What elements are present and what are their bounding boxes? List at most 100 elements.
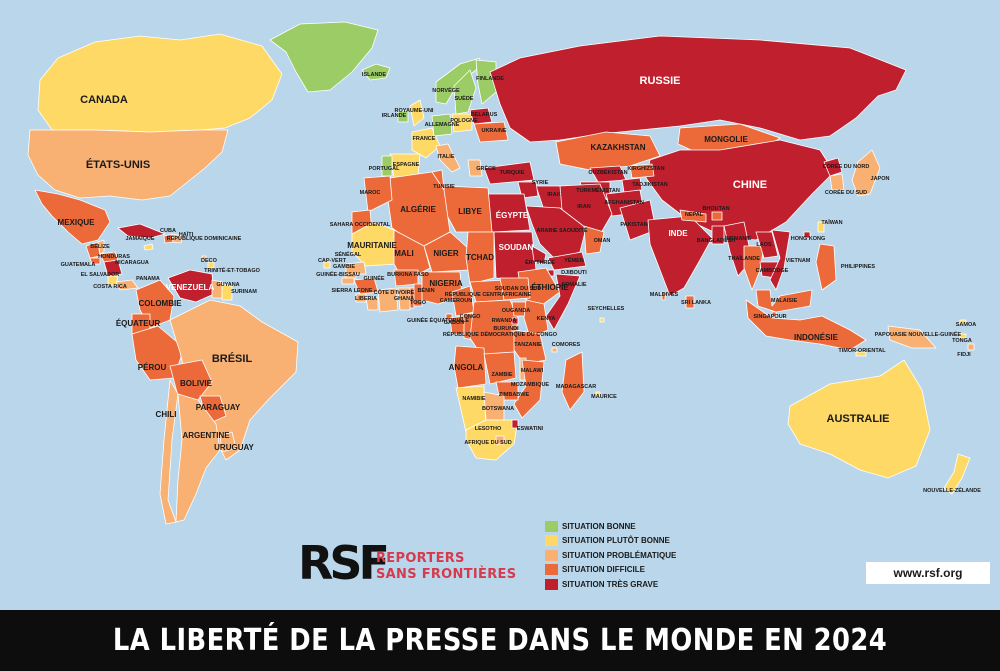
country-label-chine: CHINE: [733, 179, 767, 191]
country-label-burkina-faso: BURKINA FASO: [387, 272, 429, 278]
country-label-cap-vert: CAP-VERT: [318, 258, 347, 264]
country-guinee-bissau: [341, 277, 355, 285]
rsf-logo-mark: RSF: [298, 536, 390, 590]
country-uruguay: [219, 431, 237, 453]
country-label-ouganda: OUGANDA: [502, 308, 530, 314]
country-label-kirghizstan: KIRGHIZSTAN: [627, 166, 664, 172]
country-coree-du-sud: [829, 173, 845, 191]
country-label-royaume-uni: ROYAUME-UNI: [395, 108, 434, 114]
country-togo: [409, 287, 415, 309]
website-link[interactable]: www.rsf.org: [893, 566, 963, 580]
country-label-soudan-du-sud: SOUDAN DU SUD: [495, 286, 541, 292]
country-label-birmanie: BIRMANIE: [724, 236, 752, 242]
country-cap-vert: [323, 261, 331, 269]
country-vietnam: [769, 229, 791, 291]
country-panama: [115, 279, 139, 291]
country-trinite-et-tobago: [207, 261, 215, 269]
country-label-turkmenistan: TURKMÉNISTAN: [576, 186, 620, 194]
country-afrique-du-sud: [465, 419, 519, 461]
country-label-kazakhstan: KAZAKHSTAN: [591, 143, 646, 152]
world-map-area: CANADA ÉTATS-UNIS MEXIQUE CUBA HAÏTI RÉPUBLIQ…: [27, 21, 982, 525]
country-label-maroc: MAROC: [360, 190, 381, 196]
country-portugal: [381, 155, 393, 177]
country-irlande: [397, 109, 409, 123]
country-label-malawi: MALAWI: [521, 368, 544, 374]
country-label-inde: INDE: [668, 229, 688, 238]
country-belarus: [469, 107, 493, 125]
country-tonga: [959, 333, 967, 339]
country-label-hong-kong: HONG KONG: [791, 236, 826, 242]
country-label-italie: ITALIE: [437, 154, 454, 160]
country-label-paraguay: PARAGUAY: [196, 403, 241, 412]
legend-label-problematique: SITUATION PROBLÉMATIQUE: [562, 550, 677, 560]
country-label-malaisie: MALAISIE: [771, 298, 798, 304]
country-angola: [453, 345, 487, 389]
country-label-arabie-saoudite: ARABIE SAOUDITE: [536, 228, 587, 234]
legend: SITUATION BONNE SITUATION PLUTÔT BONNE S…: [545, 519, 676, 592]
country-label-ghana: GHANA: [394, 296, 414, 302]
legend-label-difficile: SITUATION DIFFICILE: [562, 565, 645, 575]
country-oman: [583, 225, 605, 255]
country-label-norvege: NORVÈGE: [432, 86, 460, 94]
country-label-tunisie: TUNISIE: [433, 184, 455, 190]
country-label-gambie: GAMBIE: [333, 264, 355, 270]
country-cuba: [117, 223, 166, 239]
legend-label-tres-grave: SITUATION TRÈS GRAVE: [562, 579, 659, 589]
country-label-sierra-leone: SIERRA LEONE: [331, 288, 372, 294]
country-label-liberia: LIBERIA: [355, 296, 377, 302]
country-eswatini: [511, 419, 519, 429]
country-maldives: [661, 291, 666, 301]
country-label-canada: CANADA: [80, 94, 128, 106]
country-label-nigeria: NIGERIA: [429, 279, 463, 288]
country-label-guinee-equatoriale: GUINÉE ÉQUATORIALE: [407, 316, 469, 324]
country-nepal: [679, 209, 707, 223]
country-mexique: [34, 189, 111, 245]
country-label-timor-oriental: TIMOR-ORIENTAL: [838, 348, 886, 354]
country-zambie: [483, 351, 517, 385]
country-label-republique-centrafricaine: RÉPUBLIQUE CENTRAFRICAINE: [445, 290, 532, 298]
country-label-nicaragua: NICARAGUA: [115, 260, 149, 266]
country-label-yemen: YÉMEN: [564, 256, 584, 264]
country-yemen: [547, 251, 587, 271]
country-label-islande: ISLANDE: [362, 72, 386, 78]
country-label-ukraine: UKRAINE: [481, 128, 506, 134]
legend-swatch-bonne: [545, 520, 558, 532]
country-label-taiwan: TAÏWAN: [821, 219, 842, 226]
country-nigeria: [421, 271, 463, 305]
country-taiwan: [817, 221, 825, 233]
country-label-grece: GRÈCE: [476, 164, 496, 172]
country-label-colombie: COLOMBIE: [138, 299, 182, 308]
country-argentine: [175, 393, 221, 523]
legend-item-tres-grave: SITUATION TRÈS GRAVE: [545, 577, 676, 592]
country-japon: [851, 149, 881, 197]
legend-label-bonne: SITUATION BONNE: [562, 521, 636, 531]
country-somalie: [545, 273, 581, 331]
country-label-sri-lanka: SRI LANKA: [681, 300, 711, 306]
country-label-tchad: TCHAD: [466, 253, 494, 262]
country-rwanda: [511, 317, 519, 325]
country-label-ouzbekistan: OUZBÉKISTAN: [588, 168, 627, 176]
country-label-zimbabwe: ZIMBABWE: [499, 392, 530, 398]
country-label-republique-democratique-du-congo: RÉPUBLIQUE DÉMOCRATIQUE DU CONGO: [443, 330, 558, 338]
legend-swatch-plutot-bonne: [545, 535, 558, 547]
country-maroc: [363, 175, 393, 213]
country-label-mali: MALI: [394, 249, 414, 258]
country-mozambique: [513, 359, 545, 419]
country-label-irak: IRAK: [547, 192, 560, 198]
country-comores: [551, 347, 558, 353]
country-label-cote-d-ivoire: CÔTE D'IVOIRE: [374, 288, 415, 296]
country-label-mozambique: MOZAMBIQUE: [511, 382, 550, 388]
country-label-benin: BÉNIN: [417, 286, 434, 294]
rsf-logo-line1: REPORTERS: [376, 551, 465, 566]
country-label-bresil: BRÉSIL: [212, 352, 253, 365]
country-label-russie: RUSSIE: [640, 75, 681, 87]
country-label-soudan: SOUDAN: [499, 243, 534, 252]
country-label-honduras: HONDURAS: [98, 254, 130, 260]
country-label-allemagne: ALLEMAGNE: [425, 122, 460, 128]
country-label-congo: CONGO: [460, 314, 482, 320]
country-label-mexique: MEXIQUE: [58, 218, 96, 227]
country-nouvelle-zelande: [943, 453, 971, 495]
country-label-maurice: MAURICE: [591, 394, 617, 400]
country-groenland: [269, 21, 379, 93]
country-allemagne: [431, 113, 453, 137]
